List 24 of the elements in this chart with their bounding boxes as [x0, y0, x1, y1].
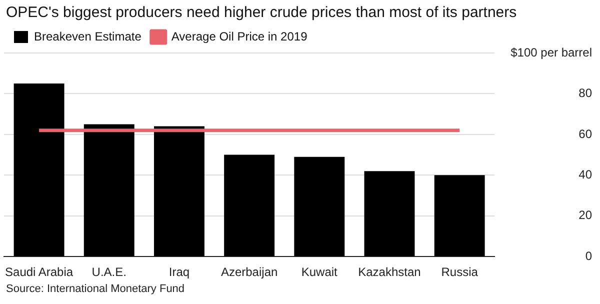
- x-tick-label: Kazakhstan: [358, 265, 421, 280]
- bar: [364, 171, 415, 256]
- source-note: Source: International Monetary Fund: [5, 283, 186, 295]
- bar: [434, 175, 485, 256]
- y-tick-label: $100 per barrel: [510, 45, 592, 60]
- bar: [224, 154, 275, 256]
- y-tick-label: 0: [585, 248, 592, 263]
- bar: [154, 126, 204, 256]
- y-tick-label: 40: [578, 167, 592, 182]
- x-tick-label: Kuwait: [301, 265, 338, 280]
- legend-label: Average Oil Price in 2019: [171, 29, 308, 44]
- y-tick-label: 20: [578, 208, 592, 222]
- x-tick-label: Russia: [441, 265, 478, 280]
- bar: [294, 156, 345, 256]
- y-tick-label: 80: [578, 86, 592, 100]
- bar: [14, 84, 64, 256]
- bar: [84, 124, 134, 256]
- x-tick-label: Iraq: [168, 265, 190, 280]
- x-tick-label: Saudi Arabia: [5, 265, 74, 280]
- x-tick-label: Azerbaijan: [220, 265, 278, 280]
- legend-label: Breakeven Estimate: [34, 29, 142, 44]
- x-tick-label: U.A.E.: [92, 265, 126, 280]
- chart-title: OPEC's biggest producers need higher crude prices than most of its partners: [5, 3, 518, 21]
- y-tick-label: 60: [578, 126, 592, 141]
